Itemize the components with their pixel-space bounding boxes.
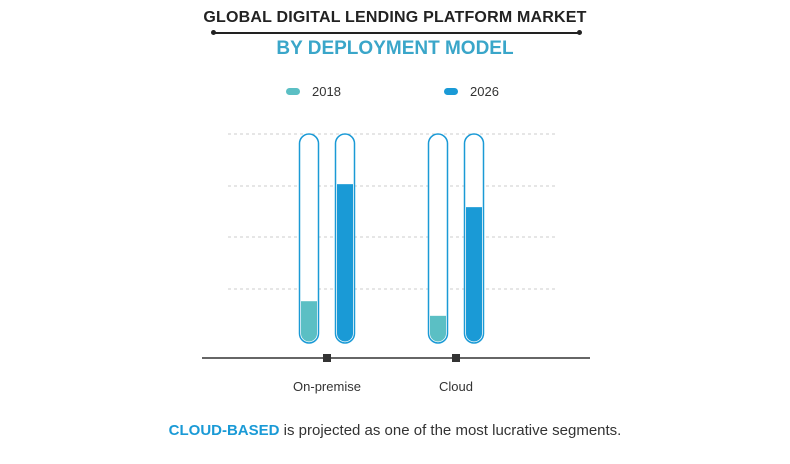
legend: 2018 2026 — [0, 84, 790, 104]
x-axis-tick-0 — [323, 354, 331, 362]
legend-label-2018: 2018 — [312, 84, 341, 99]
bar-cloud-2018 — [430, 315, 446, 342]
footer-highlight: CLOUD-BASED — [168, 422, 280, 439]
footer-text: is projected as one of the most lucrativ… — [279, 422, 622, 439]
bar-on-premise-2018 — [301, 301, 317, 342]
legend-item-2018: 2018 — [286, 84, 341, 99]
x-tick-label-cloud: Cloud — [439, 379, 473, 394]
legend-label-2026: 2026 — [470, 84, 499, 99]
title-underline — [211, 30, 582, 35]
legend-swatch-2026 — [444, 88, 458, 95]
x-tick-label-on-premise: On-premise — [293, 379, 361, 394]
x-axis-tick-1 — [452, 354, 460, 362]
chart-subtitle: BY DEPLOYMENT MODEL — [276, 38, 514, 59]
legend-item-2026: 2026 — [444, 84, 499, 99]
chart-title: GLOBAL DIGITAL LENDING PLATFORM MARKET — [203, 9, 587, 26]
tube-outline-cloud-2018 — [427, 133, 449, 344]
bar-on-premise-2026 — [337, 184, 353, 342]
legend-swatch-2018 — [286, 88, 300, 95]
footer-caption: CLOUD-BASED is projected as one of the m… — [0, 422, 790, 439]
bar-cloud-2026 — [466, 207, 482, 342]
tube-outline-on-premise-2018 — [298, 133, 320, 344]
